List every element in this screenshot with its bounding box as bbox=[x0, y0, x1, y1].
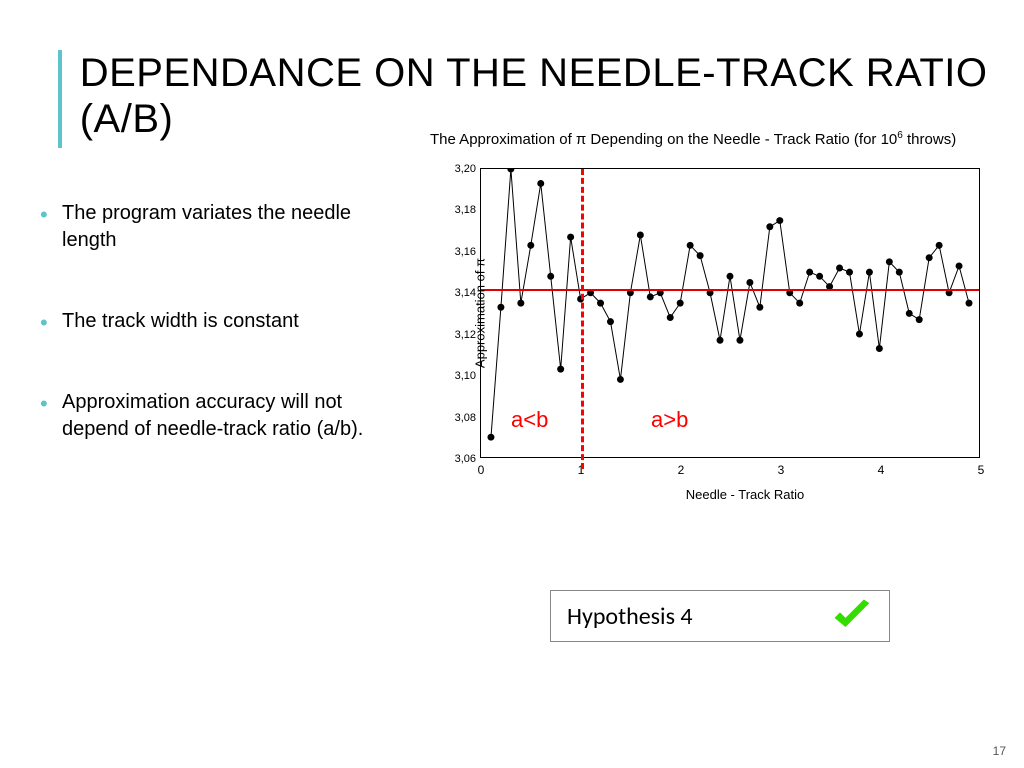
chart-title: The Approximation of π Depending on the … bbox=[430, 130, 1010, 148]
x-tick: 5 bbox=[978, 463, 985, 477]
x-axis-label: Needle - Track Ratio bbox=[686, 487, 805, 502]
pi-reference-line bbox=[481, 289, 979, 291]
list-item: The track width is constant bbox=[40, 308, 400, 335]
chart-title-pre: The Approximation of π Depending on the … bbox=[430, 131, 897, 148]
y-tick: 3,18 bbox=[441, 204, 476, 216]
hypothesis-box: Hypothesis 4 bbox=[550, 590, 890, 642]
slide-title: DEPENDANCE ON THE NEEDLE-TRACK RATIO (A/… bbox=[80, 50, 1024, 142]
x-tick: 2 bbox=[678, 463, 685, 477]
y-tick: 3,10 bbox=[441, 370, 476, 382]
chart-title-post: throws) bbox=[903, 131, 956, 148]
check-icon bbox=[829, 594, 873, 638]
y-tick: 3,14 bbox=[441, 287, 476, 299]
y-tick: 3,16 bbox=[441, 246, 476, 258]
list-item: The program variates the needle length bbox=[40, 200, 400, 254]
hypothesis-label: Hypothesis 4 bbox=[567, 602, 789, 631]
y-axis-label: Approximation of π bbox=[473, 258, 488, 368]
chart-svg bbox=[481, 169, 979, 458]
annotation-right: a>b bbox=[651, 407, 688, 433]
list-item: Approximation accuracy will not depend o… bbox=[40, 389, 400, 443]
x-tick: 4 bbox=[878, 463, 885, 477]
y-tick: 3,08 bbox=[441, 412, 476, 424]
chart-region: The Approximation of π Depending on the … bbox=[420, 130, 1010, 458]
title-accent-bar bbox=[58, 50, 62, 148]
bullet-list: The program variates the needle length T… bbox=[40, 200, 400, 497]
y-tick: 3,12 bbox=[441, 329, 476, 341]
x-tick: 3 bbox=[778, 463, 785, 477]
plot-wrap: 3,063,083,103,123,143,163,183,20012345a<… bbox=[480, 168, 1010, 458]
y-tick: 3,20 bbox=[441, 163, 476, 175]
page-number: 17 bbox=[993, 744, 1006, 758]
plot-box: 3,063,083,103,123,143,163,183,20012345a<… bbox=[480, 168, 980, 458]
y-tick: 3,06 bbox=[441, 453, 476, 465]
x-tick: 0 bbox=[478, 463, 485, 477]
annotation-left: a<b bbox=[511, 407, 548, 433]
boundary-line bbox=[581, 169, 584, 469]
